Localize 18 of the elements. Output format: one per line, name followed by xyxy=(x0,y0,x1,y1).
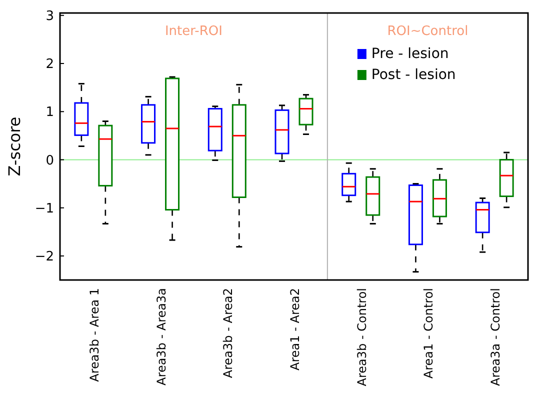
y-tick-label: 0 xyxy=(46,153,54,168)
y-axis-title: Z-score xyxy=(5,116,24,176)
annotation: Inter-ROI xyxy=(164,24,222,39)
x-tick-label: Area3b - Area3a xyxy=(154,288,168,386)
annotation: ROI~Control xyxy=(387,24,468,39)
y-tick-label: 3 xyxy=(46,8,54,24)
y-tick-label: 1 xyxy=(46,105,54,120)
x-tick-label: Area3b - Area 1 xyxy=(87,288,102,382)
legend-label: Post - lesion xyxy=(371,67,456,83)
y-tick-label: −2 xyxy=(34,249,54,264)
x-tick-label: Area1 - Control xyxy=(422,288,436,379)
y-tick-label: −1 xyxy=(34,201,54,216)
x-tick-label: Area3b - Area2 xyxy=(221,288,236,378)
x-tick-label: Area3b - Control xyxy=(354,288,369,386)
y-tick-label: 2 xyxy=(46,57,54,72)
x-tick-label: Area1 - Area2 xyxy=(288,288,302,370)
x-tick-label: Area3a - Control xyxy=(488,288,503,386)
legend-label: Pre - lesion xyxy=(371,46,449,62)
